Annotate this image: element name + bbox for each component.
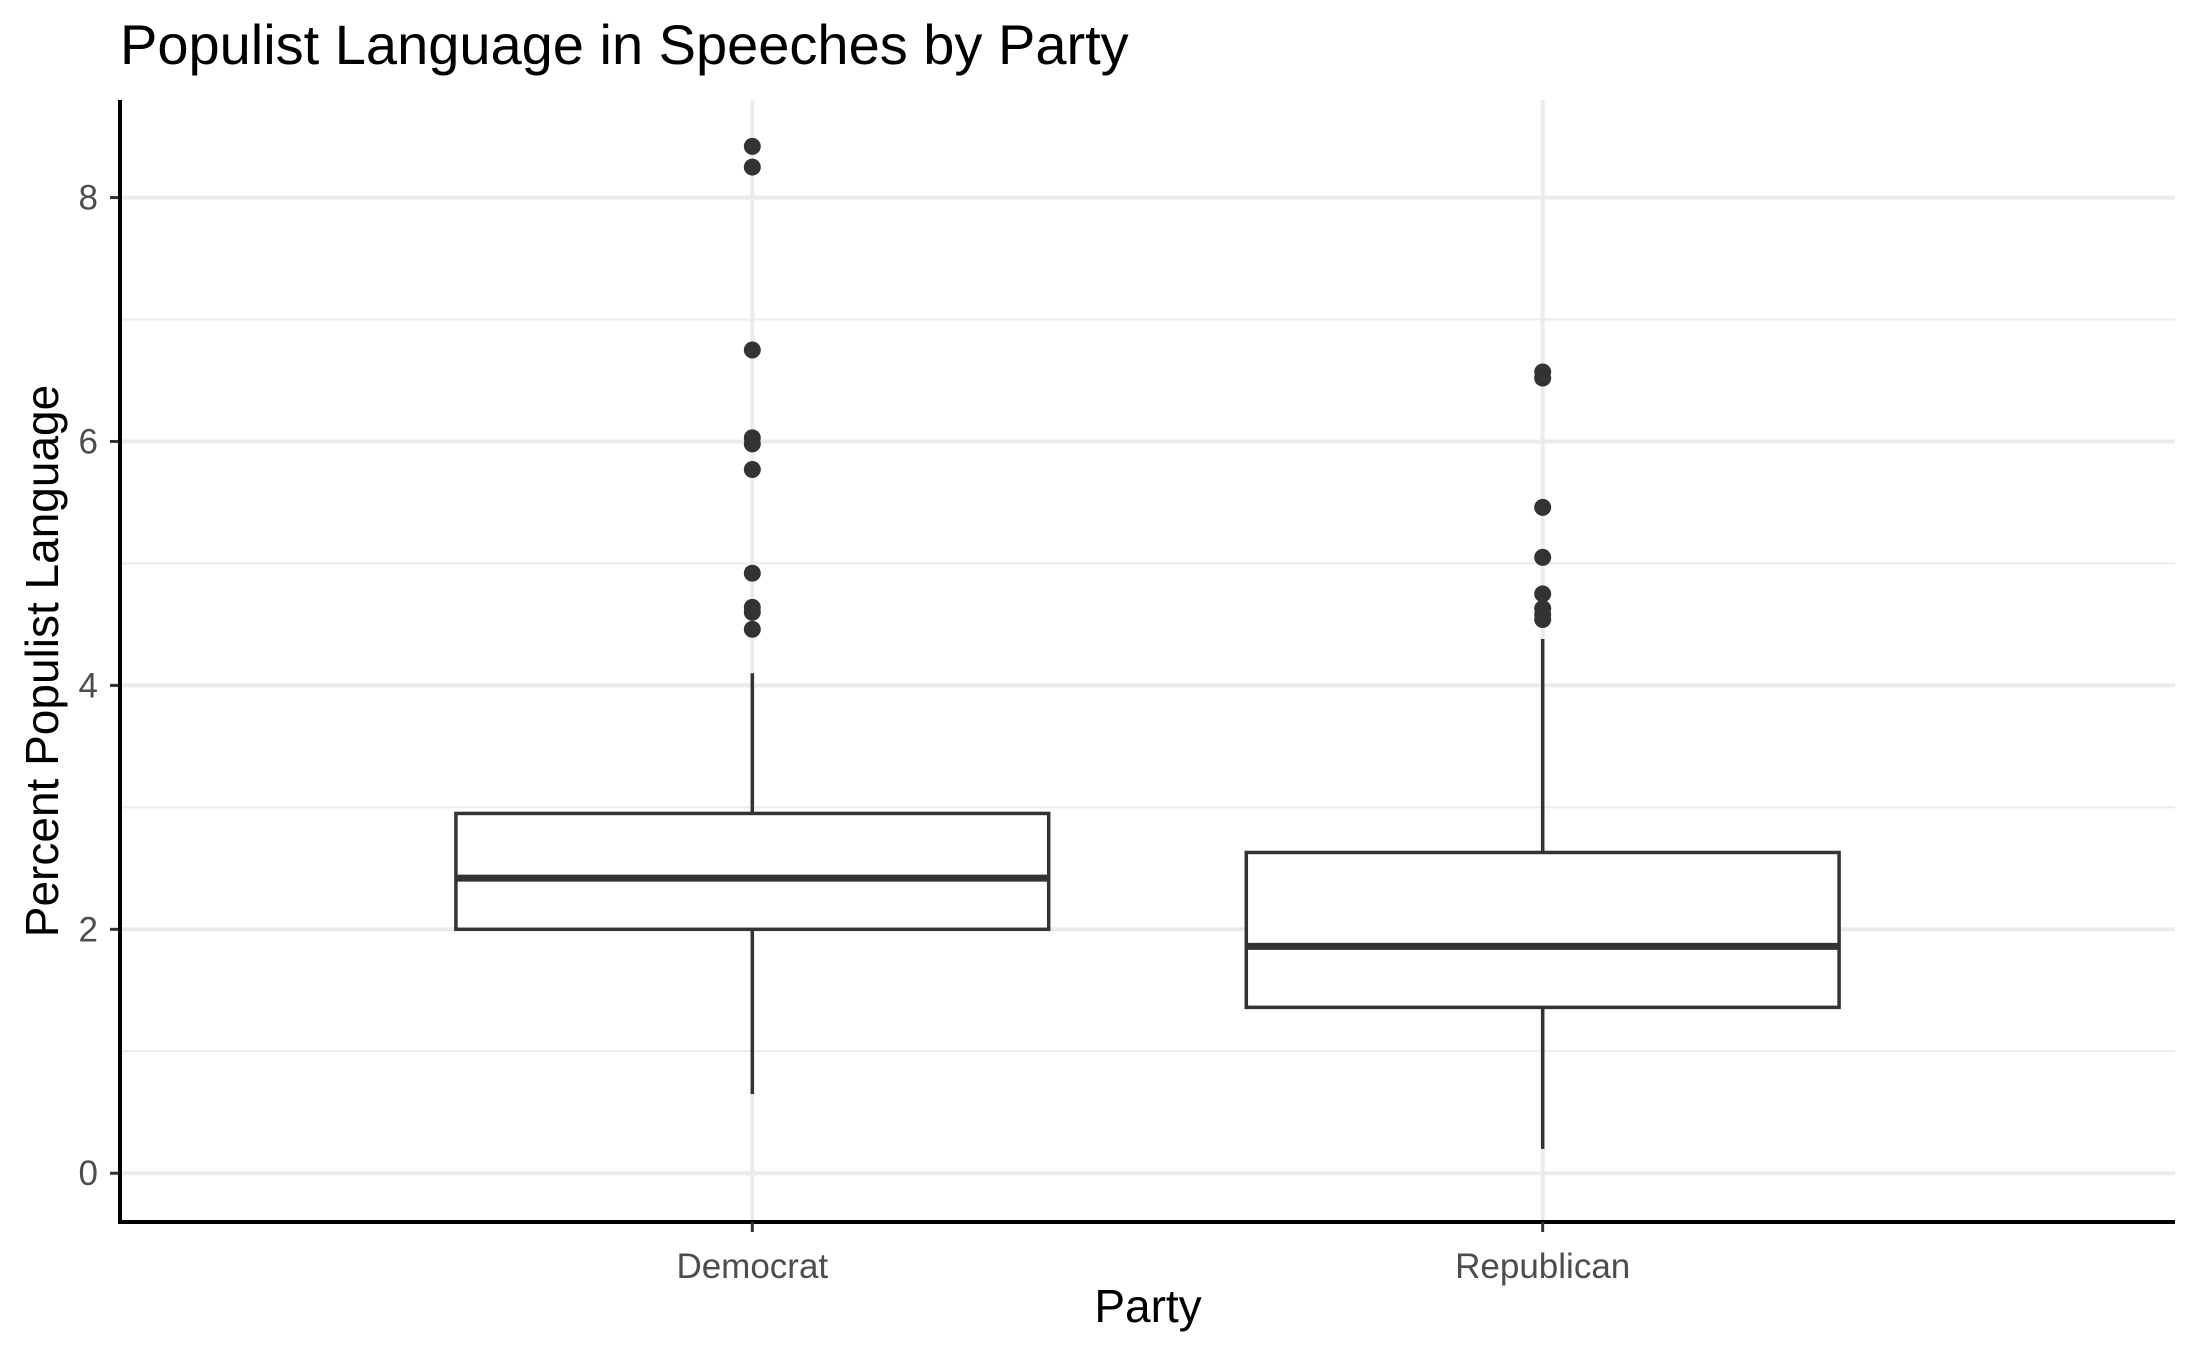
box-republican: [1244, 363, 1841, 1149]
outlier-point: [743, 564, 761, 582]
outlier-point: [743, 158, 761, 176]
outlier-point: [1534, 498, 1552, 516]
outlier-point: [1534, 585, 1552, 603]
outlier-point: [743, 603, 761, 621]
grid-lines: [120, 100, 2175, 1222]
y-tick-label: 8: [79, 179, 98, 218]
box-series: [454, 137, 1841, 1149]
box-iqr: [1244, 850, 1841, 1010]
outlier-point: [1534, 611, 1552, 629]
outlier-point: [1534, 548, 1552, 566]
x-tick-label-republican: Republican: [1455, 1247, 1630, 1286]
y-tick-label: 6: [79, 422, 98, 461]
y-tick-label: 4: [79, 666, 98, 705]
x-tick-label-democrat: Democrat: [676, 1247, 828, 1286]
y-tick-label: 0: [79, 1154, 98, 1193]
outlier-point: [743, 620, 761, 638]
outlier-point: [743, 461, 761, 479]
y-axis-title: Percent Populist Language: [16, 385, 68, 937]
x-axis-title: Party: [1094, 1280, 1201, 1332]
y-tick-label: 2: [79, 910, 98, 949]
y-axis-ticks: 0 2 4 6 8: [79, 179, 120, 1193]
outlier-point: [743, 137, 761, 155]
outlier-point: [743, 435, 761, 453]
outlier-point: [743, 341, 761, 359]
box-iqr: [454, 811, 1051, 932]
outlier-point: [1534, 369, 1552, 387]
x-axis-labels: Democrat Republican: [676, 1222, 1630, 1286]
chart-title: Populist Language in Speeches by Party: [120, 13, 1129, 76]
box-democrat: [454, 137, 1051, 1094]
